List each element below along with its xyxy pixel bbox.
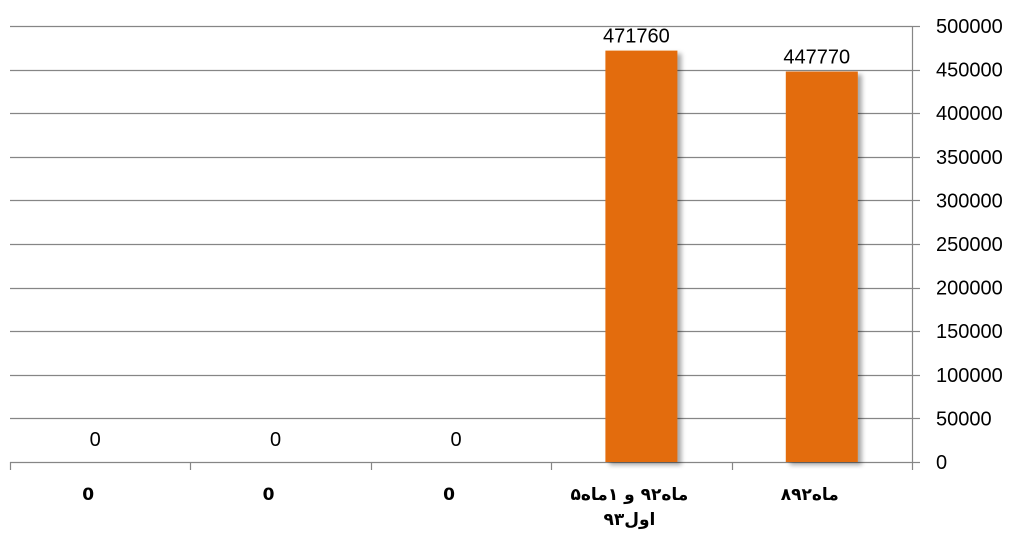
data-label: 0 (450, 429, 461, 451)
bar (605, 50, 678, 463)
y-tick-label: 500000 (936, 16, 1003, 38)
data-label: 447770 (783, 47, 850, 69)
labels: 0 50000 100000 150000 200000 250000 300000 3500… (82, 16, 1002, 530)
y-tick-label: 0 (936, 452, 947, 474)
x-category-label: اول۹۳ (603, 510, 655, 530)
y-tick-label: 200000 (936, 278, 1003, 300)
x-category-label: ۸ماه۹۲ (781, 485, 839, 505)
x-category-label: 0 (82, 485, 94, 505)
y-tick-label: 50000 (936, 408, 992, 430)
gridlines (10, 25, 912, 420)
data-label: 471760 (603, 26, 670, 48)
y-tick-label: 250000 (936, 234, 1003, 256)
x-category-label: 0 (443, 485, 455, 505)
axes (9, 25, 920, 470)
bars (605, 50, 858, 463)
y-tick-label: 400000 (936, 103, 1003, 125)
data-label: 0 (270, 429, 281, 451)
y-tick-label: 100000 (936, 365, 1003, 387)
y-tick-label: 350000 (936, 147, 1003, 169)
x-category-label: ۵ماه۹۲ و ۱ماه (570, 485, 688, 505)
y-tick-label: 450000 (936, 60, 1003, 82)
x-category-label: 0 (263, 485, 275, 505)
data-label: 0 (90, 429, 101, 451)
y-tick-label: 150000 (936, 321, 1003, 343)
bar (785, 71, 858, 463)
y-tick-label: 300000 (936, 190, 1003, 212)
